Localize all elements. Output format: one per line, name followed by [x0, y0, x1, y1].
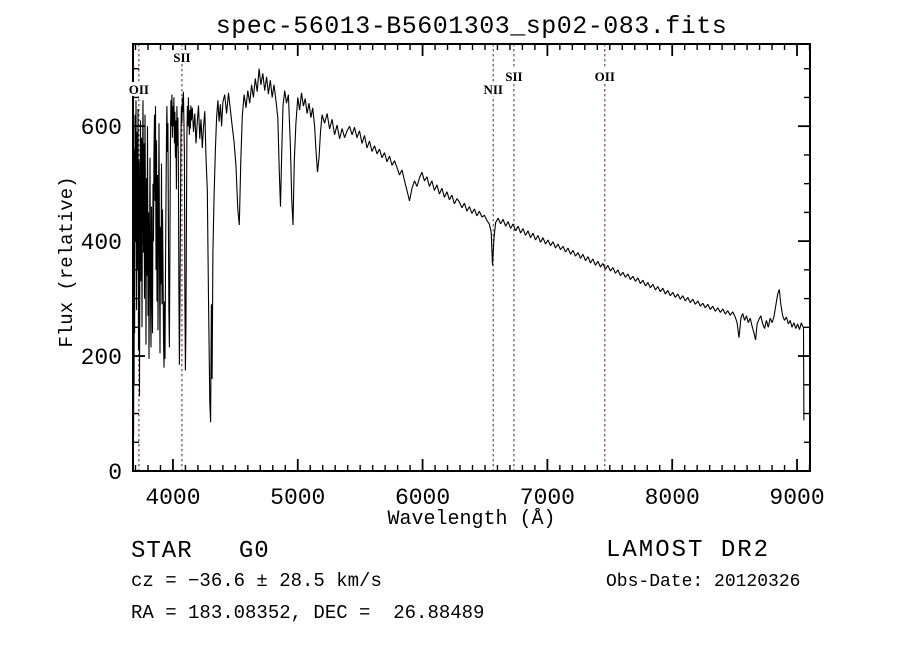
plot-title: spec-56013-B5601303_sp02-083.fits — [215, 12, 728, 41]
spectral-line-label: OII — [595, 69, 615, 84]
y-tick-label: 0 — [108, 460, 122, 486]
y-tick-label: 200 — [81, 345, 122, 371]
x-tick-label: 8000 — [645, 485, 700, 511]
observation-date-text: Obs-Date: 20120326 — [606, 572, 801, 592]
plot-box — [132, 43, 811, 472]
y-axis-label: Flux (relative) — [56, 176, 78, 348]
x-tick-label: 7000 — [520, 485, 575, 511]
spectral-line-label-backing — [166, 50, 197, 64]
x-tick-label: 9000 — [769, 485, 824, 511]
spectral-line-label-backing — [478, 82, 509, 96]
spectral-line-label: OII — [129, 82, 149, 97]
spectral-line-label: SII — [505, 69, 522, 84]
x-tick-label: 6000 — [395, 485, 450, 511]
spectral-line-label-backing — [589, 69, 620, 83]
spectral-line-label-backing — [498, 69, 529, 83]
x-tick-label: 5000 — [270, 485, 325, 511]
radial-velocity-text: cz = −36.6 ± 28.5 km/s — [131, 570, 382, 592]
spectral-line-label: SII — [173, 50, 190, 65]
spectrum-trace — [132, 68, 805, 460]
survey-release-text: LAMOST DR2 — [606, 537, 771, 564]
object-class-text: STAR G0 — [131, 538, 270, 565]
y-tick-label: 400 — [81, 230, 122, 256]
spectral-line-label: NII — [483, 82, 503, 97]
spectral-line-label-backing — [123, 82, 154, 96]
x-tick-label: 4000 — [145, 485, 200, 511]
y-tick-label: 600 — [81, 115, 122, 141]
coordinates-text: RA = 183.08352, DEC = 26.88489 — [131, 602, 485, 624]
x-axis-label: Wavelength (Å) — [387, 508, 556, 531]
